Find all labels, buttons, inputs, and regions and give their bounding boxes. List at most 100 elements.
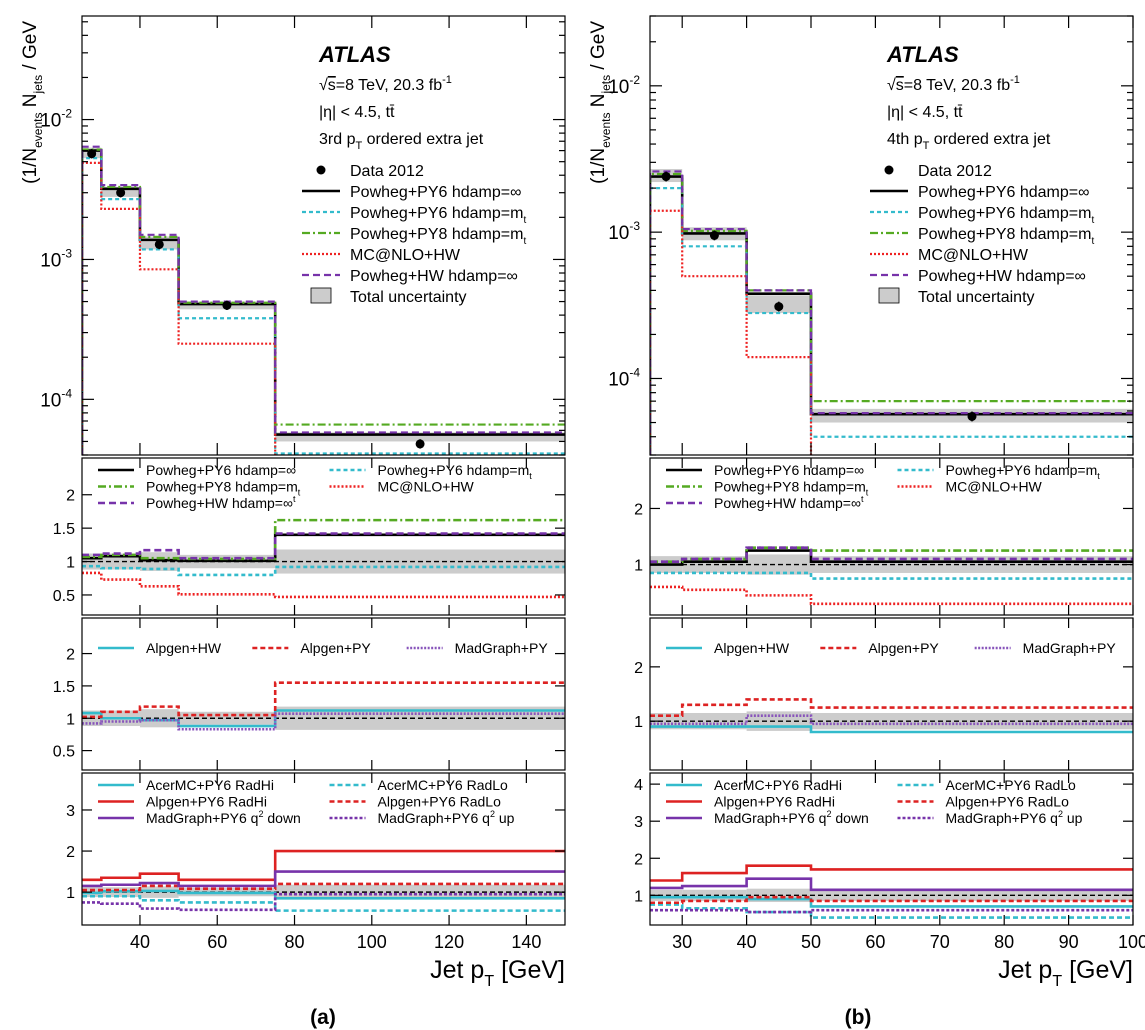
ratio-legend-label-madgraph_py: MadGraph+PY	[455, 640, 549, 656]
ratio-y-tick-label: 2	[634, 660, 643, 677]
ratio-frame	[649, 457, 1134, 616]
ratio-series-alpgen_hw	[650, 725, 1133, 734]
data-point	[154, 239, 164, 249]
ratio-y-tick-label: 2	[66, 488, 75, 505]
ratio-y-tick-label: 2	[66, 844, 75, 861]
y-axis-label: (1/Nevents Njets / GeV	[588, 21, 613, 184]
y-axis-label: (1/Nevents Njets / GeV	[20, 21, 45, 184]
ratio-y-tick-label: 2	[634, 851, 643, 868]
legend-label-mcnlo_hw: MC@NLO+HW	[350, 247, 461, 264]
main-frame	[81, 15, 566, 456]
ratio-legend-label-powheg_hw_inf: Powheg+HW hdamp=∞t	[146, 494, 296, 511]
x-tick-label: 90	[1059, 932, 1079, 952]
x-axis-title: Jet pT [GeV]	[998, 956, 1133, 990]
ratio-legend-label-powheg_py6_mt: Powheg+PY6 hdamp=mt	[946, 462, 1101, 481]
ratio-legend-label-acermc_radhi: AcerMC+PY6 RadHi	[714, 777, 842, 793]
ratio-legend-label-madgraph_up: MadGraph+PY6 q2 up	[378, 809, 515, 826]
y-tick-label: 10-4	[40, 386, 72, 411]
ratio-y-tick-label: 1	[66, 885, 75, 902]
ratio-panel-1: 1 2 Powheg+PY6 hdamp=∞ Powheg+PY6 hdamp=mt P…	[634, 457, 1134, 616]
jet-label: 3rd pT ordered extra jet	[319, 131, 484, 152]
ratio-legend-label-powheg_py6_inf: Powheg+PY6 hdamp=∞	[146, 462, 296, 478]
ratio-legend-label-madgraph_up: MadGraph+PY6 q2 up	[946, 809, 1083, 826]
ratio-series-alpgen_py	[650, 698, 1133, 718]
x-tick-label: 50	[801, 932, 821, 952]
ratio-legend-label-powheg_py6_mt: Powheg+PY6 hdamp=mt	[378, 462, 533, 481]
ratio-series-powheg_hw_inf	[82, 532, 565, 560]
ratio-legend-label-madgraph_down: MadGraph+PY6 q2 down	[146, 809, 301, 826]
legend-data-label: Data 2012	[350, 163, 424, 180]
x-tick-label: 100	[357, 932, 387, 952]
legend-data-marker	[884, 165, 894, 175]
ratio-series-alpgen_radhi	[82, 849, 565, 882]
ratio-legend-label-madgraph_py: MadGraph+PY	[1023, 640, 1117, 656]
data-point	[967, 411, 977, 421]
ratio-series-mcnlo_hw	[82, 571, 565, 599]
ratio-legend-label-powheg_hw_inf: Powheg+HW hdamp=∞t	[714, 494, 864, 511]
ratio-legend-label-powheg_py6_inf: Powheg+PY6 hdamp=∞	[714, 462, 864, 478]
y-tick-label: 10-3	[608, 219, 640, 244]
x-tick-label: 80	[285, 932, 305, 952]
ratio-y-tick-label: 1	[634, 714, 643, 731]
data-point	[222, 300, 232, 310]
data-point	[661, 172, 671, 182]
ratio-plot	[650, 698, 1133, 734]
ratio-series-madgraph_up	[82, 892, 565, 912]
x-tick-label: 140	[511, 932, 541, 952]
panel-letter: (a)	[310, 1006, 336, 1029]
x-tick-label: 60	[207, 932, 227, 952]
legend-uncertainty-label: Total uncertainty	[918, 289, 1035, 306]
ratio-frame	[649, 772, 1134, 926]
legend-data-marker	[316, 165, 326, 175]
data-point	[415, 439, 425, 449]
ratio-uncertainty-band	[139, 709, 179, 728]
ratio-series-madgraph_py	[82, 712, 565, 731]
data-point	[87, 149, 97, 159]
ratio-legend-label-alpgen_radhi: Alpgen+PY6 RadHi	[146, 794, 267, 810]
ratio-y-tick-label: 0.5	[53, 588, 75, 605]
x-tick-label: 100	[1118, 932, 1145, 952]
x-tick-label: 80	[994, 932, 1014, 952]
legend-uncertainty-label: Total uncertainty	[350, 289, 467, 306]
eta-label: |η| < 4.5, tt̄	[887, 104, 963, 121]
ratio-panel-1: 0.5 1 1.5 2 Powheg+PY6 hdamp=∞ Powheg+PY6 hda…	[53, 457, 566, 616]
ratio-series-powheg_hw_inf	[650, 546, 1133, 564]
legend-label-powheg_py6_inf: Powheg+PY6 hdamp=∞	[918, 184, 1090, 201]
legend-data-label: Data 2012	[918, 163, 992, 180]
y-tick-label: 10-3	[40, 246, 72, 271]
ratio-y-tick-label: 3	[66, 803, 75, 820]
ratio-plot	[82, 849, 565, 912]
ratio-y-tick-label: 1	[634, 888, 643, 905]
jet-label: 4th pT ordered extra jet	[887, 131, 1051, 152]
legend-label-mcnlo_hw: MC@NLO+HW	[918, 247, 1029, 264]
ratio-legend-label-powheg_py8_mt: Powheg+PY8 hdamp=mt	[146, 479, 301, 498]
x-tick-label: 30	[672, 932, 692, 952]
ratio-legend-label-acermc_radlo: AcerMC+PY6 RadLo	[378, 777, 509, 793]
ratio-series-acermc_radlo	[650, 903, 1133, 919]
ratio-series-alpgen_radhi	[650, 864, 1133, 882]
ratio-y-tick-label: 1	[66, 555, 75, 572]
main-plot	[82, 145, 565, 455]
ratio-legend-label-madgraph_down: MadGraph+PY6 q2 down	[714, 809, 869, 826]
y-tick-label: 10-4	[608, 365, 640, 390]
ratio-y-tick-label: 0.5	[53, 744, 75, 761]
ratio-series-madgraph_up	[650, 908, 1133, 914]
ratio-frame	[81, 457, 566, 616]
series-powheg_hw_inf	[82, 145, 565, 455]
y-tick-label: 10-2	[40, 107, 72, 132]
ratio-legend-label-powheg_py8_mt: Powheg+PY8 hdamp=mt	[714, 479, 869, 498]
y-axis-title: (1/Nevents Njets / GeV	[588, 21, 613, 184]
ratio-y-tick-label: 2	[66, 647, 75, 664]
ratio-plot	[650, 546, 1133, 606]
ratio-series-powheg_py6_mt	[82, 564, 565, 577]
ratio-series-madgraph_py	[650, 714, 1133, 726]
legend-label-powheg_py6_inf: Powheg+PY6 hdamp=∞	[350, 184, 522, 201]
ratio-legend-label-acermc_radhi: AcerMC+PY6 RadHi	[146, 777, 274, 793]
x-axis-title: Jet pT [GeV]	[430, 956, 565, 990]
x-tick-label: 40	[130, 932, 150, 952]
legend-label-powheg_hw_inf: Powheg+HW hdamp=∞	[350, 268, 518, 285]
ratio-legend-label-mcnlo_hw: MC@NLO+HW	[378, 479, 475, 495]
ratio-legend-label-alpgen_py: Alpgen+PY	[300, 640, 371, 656]
